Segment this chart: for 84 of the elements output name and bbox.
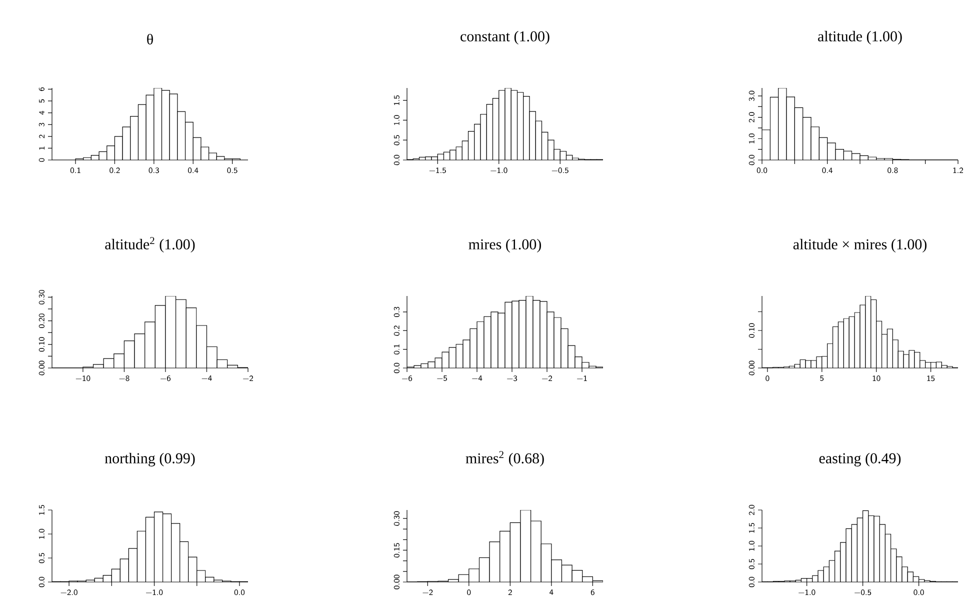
chart-title: altitude$^{2}$ (1.00) (105, 237, 195, 252)
y-tick-label: 1.5 (38, 505, 44, 515)
chart-title: θ (147, 34, 153, 44)
y-tick-label: 0.3 (394, 306, 400, 317)
y-tick-label: 0.00 (38, 360, 44, 376)
x-tick-label: 1.2 (953, 168, 964, 173)
y-tick-label: 1.0 (748, 540, 754, 551)
x-tick-label: −6 (402, 376, 412, 382)
x-tick-label: 0.0 (756, 168, 768, 174)
y-tick-label: 4 (39, 110, 44, 115)
x-tick-label: 0.5 (227, 168, 238, 174)
x-tick-label: −1.5 (429, 168, 446, 174)
chart-title: constant (1.00) (460, 30, 550, 44)
y-tick-label: 1.0 (394, 115, 400, 125)
y-tick-label: 0.0 (38, 576, 44, 588)
x-tick-label: 6 (590, 590, 594, 596)
y-tick-label: 0.15 (394, 543, 400, 558)
y-tick-label: 0.0 (394, 154, 400, 166)
x-tick-label: 0.1 (70, 168, 80, 174)
x-tick-label: −4 (472, 376, 482, 381)
x-tick-label: −8 (119, 376, 130, 382)
y-tick-label: 0 (38, 158, 44, 162)
x-tick-label: −5 (437, 376, 447, 381)
x-tick-label: −2 (542, 376, 552, 381)
x-tick-label: −3 (507, 376, 518, 382)
y-tick-label: 3 (38, 122, 44, 126)
y-tick-label: 0.5 (394, 135, 400, 146)
x-tick-label: −0.5 (854, 590, 872, 596)
y-tick-label: 1.0 (38, 528, 44, 539)
x-tick-label: −1 (577, 376, 587, 381)
chart-title: northing (0.99) (104, 452, 195, 466)
y-tick-label: 0.2 (394, 326, 400, 336)
chart-title: mires$^{2}$ (0.68) (466, 451, 544, 466)
y-tick-label: 0.0 (748, 154, 754, 166)
x-tick-label: −2.0 (60, 590, 78, 596)
x-tick-label: 0.0 (914, 590, 924, 596)
x-tick-label: 0.4 (188, 168, 198, 174)
y-tick-label: 1.5 (394, 95, 400, 106)
y-tick-label: 3.0 (748, 90, 754, 101)
x-tick-label: −2 (243, 376, 253, 381)
x-tick-label: 0.2 (110, 168, 120, 174)
x-tick-label: −1.0 (490, 168, 508, 174)
y-tick-label: 0.20 (38, 314, 44, 328)
x-tick-label: 2 (508, 590, 512, 595)
x-tick-label: −4 (202, 376, 212, 381)
y-tick-label: 0.0 (394, 362, 400, 374)
y-tick-label: 2 (39, 134, 44, 138)
chart-title: easting (0.49) (819, 452, 901, 466)
y-tick-label: 0.10 (38, 337, 44, 352)
y-tick-label: 6 (38, 87, 44, 91)
x-tick-label: 0.0 (234, 590, 245, 596)
y-tick-label: 5 (39, 99, 44, 103)
y-tick-label: 0.00 (748, 360, 754, 376)
x-tick-label: −2 (422, 590, 433, 595)
y-tick-label: 2.0 (748, 112, 754, 122)
y-tick-label: 0.5 (38, 553, 44, 564)
chart-title: altitude (1.00) (818, 30, 902, 44)
y-tick-label: 0.1 (394, 344, 400, 354)
chart-title: mires (1.00) (468, 238, 541, 252)
x-tick-label: 10 (872, 376, 880, 382)
x-tick-label: 0 (467, 590, 471, 596)
y-tick-label: 0.5 (748, 559, 754, 570)
x-tick-label: −10 (76, 376, 90, 382)
x-tick-label: −1.0 (798, 590, 816, 596)
y-tick-label: 2.0 (748, 504, 754, 516)
x-tick-label: −1.0 (146, 590, 163, 596)
y-tick-label: 0.10 (748, 323, 754, 338)
x-tick-label: 4 (550, 590, 554, 595)
y-tick-label: 0.30 (38, 290, 44, 304)
x-tick-label: 0 (766, 376, 770, 382)
y-tick-label: 1.5 (748, 523, 754, 533)
x-tick-label: 0.4 (822, 168, 833, 174)
y-tick-label: 0.00 (394, 574, 400, 590)
y-tick-label: 0.30 (394, 511, 400, 526)
x-tick-label: 0.8 (888, 168, 898, 174)
x-tick-label: 5 (820, 376, 824, 381)
x-tick-label: 15 (927, 376, 935, 382)
x-tick-label: −0.5 (552, 168, 568, 174)
x-tick-label: 0.3 (148, 168, 159, 174)
y-tick-label: 1.0 (748, 134, 754, 144)
y-tick-label: 1 (39, 146, 44, 150)
y-tick-label: 0.0 (748, 576, 754, 588)
x-tick-label: −6 (160, 376, 171, 382)
chart-title: altitude × mires (1.00) (793, 238, 926, 252)
